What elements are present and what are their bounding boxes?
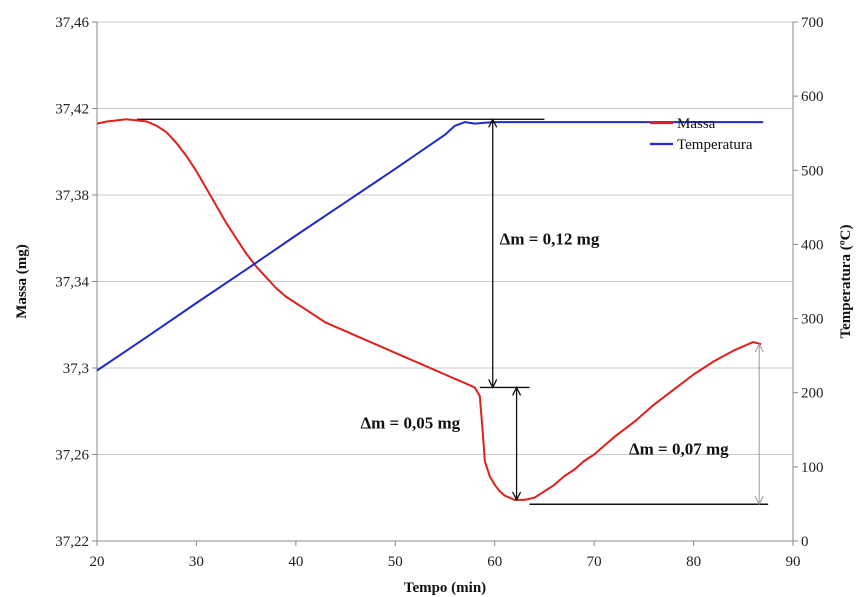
delta-annotation: Δm = 0,12 mg bbox=[500, 230, 600, 249]
y2-tick-label: 300 bbox=[801, 312, 824, 328]
legend-label: Temperatura bbox=[677, 137, 753, 153]
delta-arrows bbox=[488, 117, 764, 506]
y2-tick-label: 500 bbox=[801, 163, 824, 179]
x-tick-label: 70 bbox=[587, 554, 602, 570]
delta-annotation: Δm = 0,05 mg bbox=[360, 414, 460, 433]
y2-tick-label: 700 bbox=[801, 15, 824, 31]
y-tick-label: 37,38 bbox=[55, 188, 89, 204]
y-tick-label: 37,42 bbox=[55, 102, 89, 118]
y-tick-label: 37,26 bbox=[55, 448, 89, 464]
reference-lines bbox=[136, 118, 769, 505]
delta-arrowhead-top bbox=[488, 117, 498, 128]
delta-arrowhead-top bbox=[754, 343, 764, 353]
y-tick-label: 37,34 bbox=[55, 275, 89, 291]
legend-label: Massa bbox=[677, 116, 716, 132]
x-tick-label: 40 bbox=[288, 554, 303, 570]
axes bbox=[92, 21, 798, 546]
tick-labels: 37,22 37,26 37,3 37,34 37,38 37,42 37,46 0 100 20… bbox=[55, 15, 823, 570]
x-tick-label: 20 bbox=[90, 554, 105, 570]
series-lines bbox=[96, 118, 764, 501]
x-tick-label: 60 bbox=[487, 554, 502, 570]
x-tick-label: 30 bbox=[189, 554, 204, 570]
y2-tick-label: 100 bbox=[801, 460, 824, 476]
y-tick-label: 37,46 bbox=[55, 15, 89, 31]
delta-arrowhead-top bbox=[512, 386, 522, 396]
y-tick-label: 37,3 bbox=[63, 361, 89, 377]
series-line-massa bbox=[96, 118, 762, 501]
delta-arrowhead-bottom bbox=[754, 496, 764, 506]
grid-lines bbox=[97, 21, 793, 455]
delta-arrowhead-bottom bbox=[512, 491, 522, 502]
series-line-temperatura bbox=[96, 121, 764, 372]
y2-tick-label: 200 bbox=[801, 386, 824, 402]
y2-tick-label: 400 bbox=[801, 237, 824, 253]
delta-arrowhead-bottom bbox=[488, 379, 498, 389]
legend: Massa Temperatura bbox=[650, 116, 753, 153]
y-axis-label-left: Massa (mg) bbox=[14, 244, 30, 319]
y-axis-label-right: Temperatura (ºC) bbox=[838, 225, 854, 339]
x-tick-label: 50 bbox=[388, 554, 403, 570]
x-axis-label: Tempo (min) bbox=[404, 580, 486, 596]
x-tick-label: 90 bbox=[786, 554, 801, 570]
delta-annotation: Δm = 0,07 mg bbox=[629, 440, 729, 459]
x-tick-label: 80 bbox=[686, 554, 701, 570]
y-tick-label: 37,22 bbox=[55, 534, 89, 550]
y2-tick-label: 0 bbox=[801, 534, 809, 550]
annotations: Δm = 0,12 mg Δm = 0,05 mg Δm = 0,07 mg bbox=[360, 230, 729, 459]
y2-tick-label: 600 bbox=[801, 89, 824, 105]
